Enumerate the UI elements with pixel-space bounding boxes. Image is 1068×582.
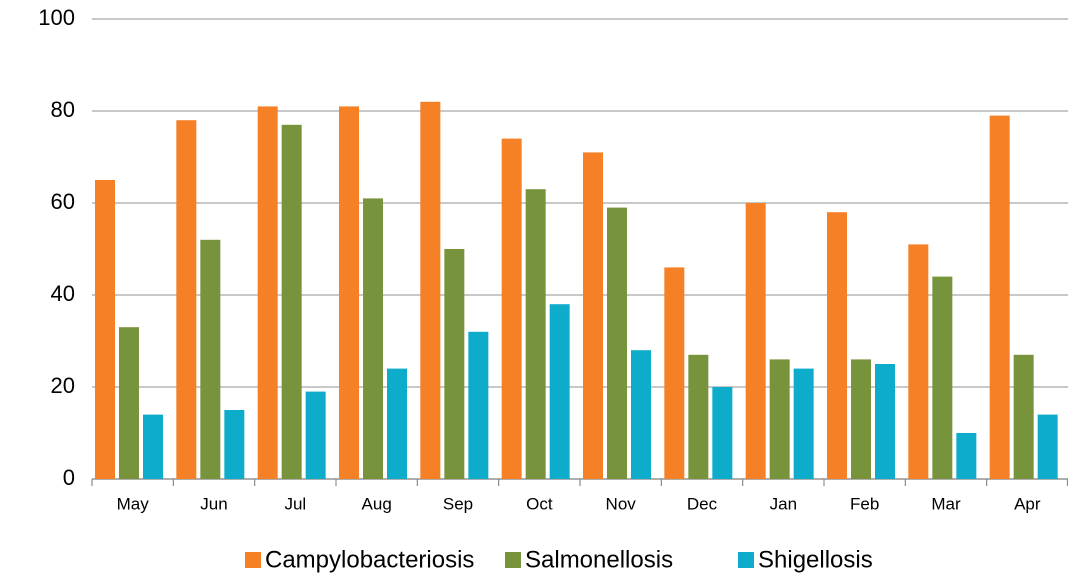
bar: [143, 414, 163, 479]
bar: [908, 244, 929, 479]
x-tick-label: May: [117, 494, 150, 513]
x-tick-label: Feb: [850, 494, 879, 513]
bar: [257, 106, 278, 480]
x-tick-label: Dec: [687, 494, 718, 513]
x-tick-label: Nov: [606, 494, 637, 513]
x-tick-label: Oct: [526, 494, 553, 513]
legend-swatch: [505, 552, 521, 568]
y-tick-label: 80: [51, 97, 75, 122]
bar: [1013, 354, 1034, 479]
bar: [420, 101, 441, 480]
bar: [989, 115, 1010, 479]
x-tick-label: Jan: [770, 494, 797, 513]
bar: [200, 239, 221, 479]
bar: [305, 391, 326, 479]
x-tick-label: Apr: [1014, 494, 1041, 513]
bar: [387, 368, 407, 479]
bar: [851, 359, 871, 479]
bar: [363, 198, 383, 479]
bar: [827, 212, 847, 479]
bar: [281, 124, 302, 480]
x-tick-label: Mar: [931, 494, 961, 513]
bar: [769, 359, 790, 479]
legend-swatch: [738, 552, 754, 568]
bar: [583, 152, 603, 479]
legend-label: Shigellosis: [758, 546, 873, 573]
bar: [176, 120, 197, 479]
x-tick-label: Jul: [284, 494, 306, 513]
bar: [1037, 414, 1058, 479]
legend-label: Salmonellosis: [525, 546, 673, 573]
bar: [468, 331, 489, 479]
bar: [745, 203, 766, 479]
bar: [631, 350, 651, 479]
bar: [95, 180, 115, 479]
bar: [525, 189, 546, 479]
bar: [793, 368, 814, 479]
bar: [607, 207, 627, 479]
bar: [444, 249, 465, 479]
x-tick-label: Jun: [200, 494, 227, 513]
legend-swatch: [245, 552, 261, 568]
bar: [549, 304, 570, 479]
y-tick-label: 60: [51, 189, 75, 214]
bar: [712, 387, 733, 479]
bar: [664, 267, 685, 479]
bar: [932, 276, 953, 479]
bar: [119, 327, 139, 479]
y-tick-label: 40: [51, 281, 75, 306]
legend-label: Campylobacteriosis: [265, 546, 474, 573]
y-tick-label: 20: [51, 373, 75, 398]
x-tick-label: Aug: [362, 494, 392, 513]
bar: [875, 364, 895, 479]
bar: [339, 106, 359, 480]
bar: [501, 138, 522, 479]
bar: [688, 354, 709, 479]
bar: [224, 410, 245, 479]
y-tick-label: 0: [63, 465, 75, 490]
y-tick-label: 100: [38, 5, 75, 30]
bar: [956, 433, 977, 479]
x-tick-label: Sep: [443, 494, 473, 513]
